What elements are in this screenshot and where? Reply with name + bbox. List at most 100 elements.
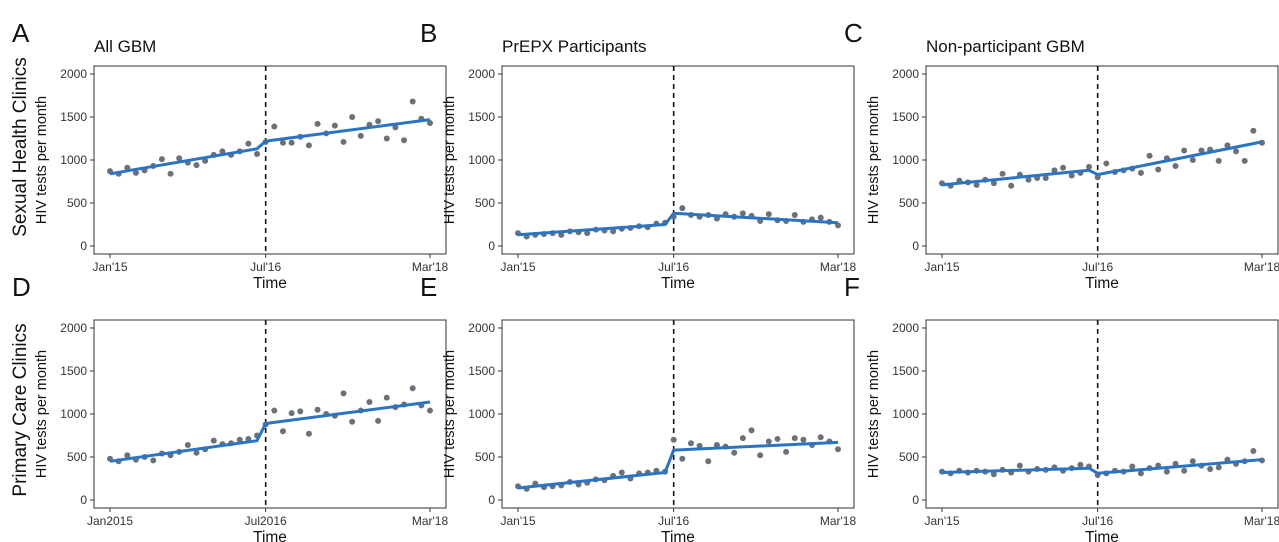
data-point xyxy=(1172,163,1179,170)
data-point xyxy=(1086,163,1093,170)
data-point xyxy=(366,398,373,405)
y-tick-label: 500 xyxy=(67,450,87,464)
plot-frame xyxy=(501,65,855,255)
data-point xyxy=(999,170,1006,177)
y-axis-label: HIV tests per month xyxy=(34,96,50,224)
data-point xyxy=(1215,157,1222,164)
data-point xyxy=(288,410,295,417)
data-point xyxy=(1250,447,1257,454)
y-axis-label: HIV tests per month xyxy=(866,96,882,224)
data-point xyxy=(254,150,261,157)
x-tick-label: Mar'18 xyxy=(412,260,449,274)
panel-letter: E xyxy=(420,272,437,302)
data-point xyxy=(375,118,382,125)
data-point xyxy=(835,446,841,453)
data-point xyxy=(1155,166,1162,173)
data-point xyxy=(1025,176,1032,183)
data-point xyxy=(1137,169,1144,176)
data-point xyxy=(757,452,764,459)
y-tick-label: 1000 xyxy=(60,407,87,421)
x-tick-label: Mar'18 xyxy=(1244,514,1279,528)
data-point xyxy=(314,120,321,127)
data-point xyxy=(288,139,295,146)
data-point xyxy=(1233,148,1240,155)
y-tick-label: 1000 xyxy=(468,407,495,421)
panel-b: B PrEPX Participants 0 500 1000 1500 2000 Jan'1… xyxy=(420,18,856,292)
data-point xyxy=(305,430,312,437)
data-point xyxy=(349,418,356,425)
panel-a: A All GBM 0 500 1000 1500 2000 Jan'15 Jul'16 Mar'… xyxy=(12,18,448,292)
plot-frame xyxy=(501,319,855,509)
data-point xyxy=(1181,147,1188,154)
panel-letter: A xyxy=(12,18,30,48)
y-tick-label: 0 xyxy=(912,239,919,253)
data-point xyxy=(748,427,755,434)
data-point xyxy=(1198,147,1205,154)
panel-d: D 0 500 1000 1500 2000 Jan2015 Jul2016 Mar'18 Tim… xyxy=(12,272,448,542)
panel-letter: D xyxy=(12,272,31,302)
trend-line xyxy=(941,458,1263,475)
data-point xyxy=(1068,172,1075,179)
data-point xyxy=(731,449,738,456)
y-tick-label: 1000 xyxy=(892,407,919,421)
y-tick-label: 1000 xyxy=(60,153,87,167)
y-tick-label: 0 xyxy=(912,493,919,507)
data-point xyxy=(765,438,772,445)
data-point xyxy=(990,471,997,478)
data-point xyxy=(375,417,382,424)
data-point xyxy=(427,407,433,414)
x-tick-label: Jul'16 xyxy=(250,260,281,274)
data-point xyxy=(331,122,338,129)
data-point xyxy=(297,408,304,415)
data-point xyxy=(427,120,433,127)
data-point xyxy=(279,139,286,146)
x-tick-label: Jan'15 xyxy=(501,514,536,528)
trend-line xyxy=(517,211,839,237)
data-point xyxy=(176,155,183,162)
data-point xyxy=(973,181,980,188)
plot-frame xyxy=(93,65,447,255)
x-tick-label: Mar'18 xyxy=(412,514,449,528)
data-point xyxy=(279,428,286,435)
x-axis-label: Time xyxy=(253,529,287,542)
y-tick-label: 1500 xyxy=(892,364,919,378)
data-point xyxy=(349,114,356,120)
data-point xyxy=(1137,470,1144,477)
y-tick-label: 1500 xyxy=(468,110,495,124)
x-tick-label: Jul2016 xyxy=(245,514,287,528)
data-point xyxy=(1146,152,1153,159)
y-tick-label: 2000 xyxy=(60,67,87,81)
data-point xyxy=(1051,167,1058,174)
data-point xyxy=(687,440,694,447)
row-label-primary-care: Primary Care Clinics xyxy=(10,323,31,496)
data-point xyxy=(409,98,416,105)
x-axis-label: Time xyxy=(661,275,695,292)
data-point xyxy=(765,211,772,218)
y-tick-label: 1500 xyxy=(60,110,87,124)
x-tick-label: Jan2015 xyxy=(87,514,133,528)
y-axis-label: HIV tests per month xyxy=(866,350,882,478)
data-point xyxy=(1189,157,1196,163)
data-point xyxy=(791,212,798,219)
y-axis-label: HIV tests per month xyxy=(442,350,458,478)
data-point xyxy=(158,156,165,163)
x-axis-label: Time xyxy=(253,275,287,292)
data-point xyxy=(1077,461,1084,468)
data-point xyxy=(1250,127,1257,134)
data-point xyxy=(774,435,781,442)
data-point xyxy=(150,457,157,464)
y-tick-label: 2000 xyxy=(468,67,495,81)
data-point xyxy=(817,434,824,441)
data-point xyxy=(791,435,798,442)
data-point xyxy=(817,214,824,221)
x-tick-label: Jul'16 xyxy=(658,260,689,274)
data-point xyxy=(679,455,686,462)
data-point xyxy=(618,469,625,476)
data-point xyxy=(409,385,416,392)
trend-line xyxy=(517,440,839,490)
data-point xyxy=(271,123,278,130)
y-tick-label: 0 xyxy=(80,239,87,253)
panel-letter: B xyxy=(420,18,437,48)
data-point xyxy=(1189,458,1196,465)
y-tick-label: 500 xyxy=(899,450,919,464)
